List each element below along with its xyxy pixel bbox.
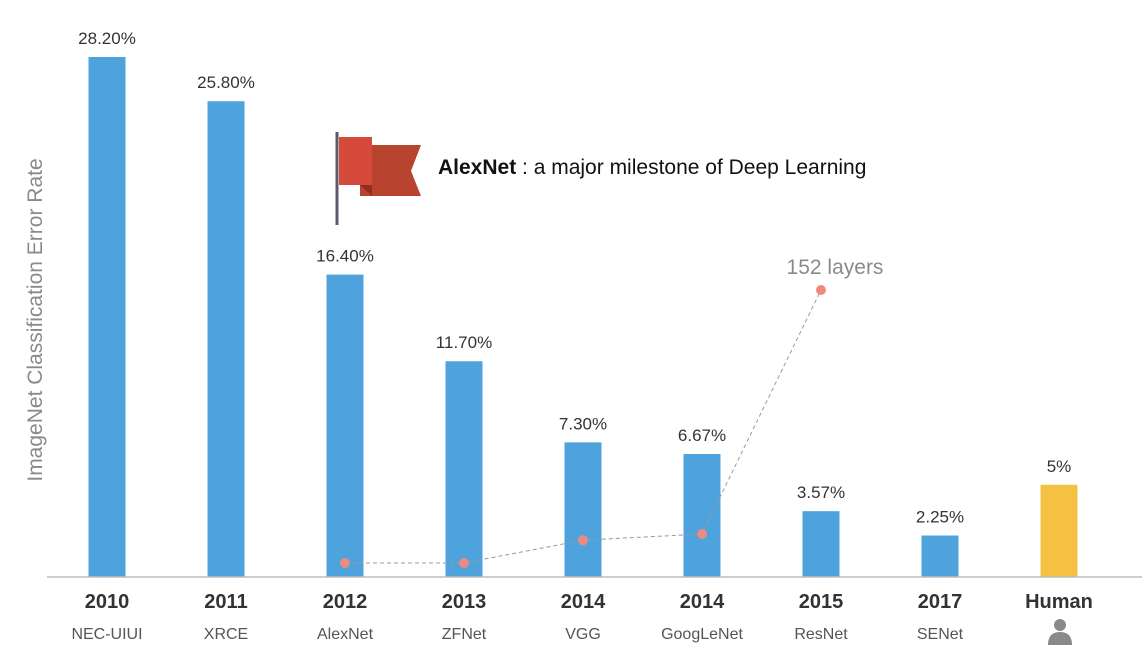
bar-5 xyxy=(683,454,721,577)
bar-3 xyxy=(445,361,483,577)
value-label-4: 7.30% xyxy=(559,414,607,433)
person-icon xyxy=(1048,619,1072,645)
year-label-0: 2010 xyxy=(85,591,130,613)
model-label-7: SENet xyxy=(917,626,964,643)
value-label-8: 5% xyxy=(1047,457,1072,476)
value-label-3: 11.70% xyxy=(436,333,492,352)
labels-group: 28.20% 2010 NEC-UIUI 25.80% 2011 XRCE 16.40% 20… xyxy=(71,29,1092,643)
model-label-3: ZFNet xyxy=(442,626,487,643)
model-label-1: XRCE xyxy=(204,626,248,643)
layer-point-3 xyxy=(697,529,707,539)
model-label-0: NEC-UIUI xyxy=(71,626,142,643)
y-axis-label: ImageNet Classification Error Rate xyxy=(24,158,47,481)
bar-0 xyxy=(88,56,126,577)
bar-8 xyxy=(1040,484,1078,577)
bar-6 xyxy=(802,511,840,577)
value-label-6: 3.57% xyxy=(797,483,845,502)
model-label-4: VGG xyxy=(565,626,601,643)
year-label-2: 2012 xyxy=(323,591,368,613)
model-label-6: ResNet xyxy=(794,626,848,643)
layers-series: 152 layers xyxy=(340,256,883,568)
bar-1 xyxy=(207,101,245,578)
value-label-5: 6.67% xyxy=(678,426,726,445)
year-label-3: 2013 xyxy=(442,591,487,613)
value-label-2: 16.40% xyxy=(316,247,374,266)
layer-point-2 xyxy=(578,535,588,546)
layer-point-0 xyxy=(340,558,350,568)
value-label-0: 28.20% xyxy=(78,29,136,48)
layer-point-4 xyxy=(816,285,826,295)
year-label-4: 2014 xyxy=(561,591,606,613)
milestone-annotation: AlexNet : a major milestone of Deep Lear… xyxy=(438,156,866,179)
model-label-2: AlexNet xyxy=(317,626,374,643)
year-label-1: 2011 xyxy=(204,591,247,613)
value-label-7: 2.25% xyxy=(916,508,964,527)
bar-2 xyxy=(326,274,364,577)
model-label-5: GoogLeNet xyxy=(661,626,743,643)
value-label-1: 25.80% xyxy=(197,73,255,92)
layers-annotation: 152 layers xyxy=(787,256,884,279)
flag-icon xyxy=(335,132,421,225)
year-label-8: Human xyxy=(1025,591,1093,613)
layer-point-1 xyxy=(459,558,469,568)
year-label-7: 2017 xyxy=(918,591,963,613)
year-label-6: 2015 xyxy=(799,591,844,613)
bar-7 xyxy=(921,535,959,577)
bar-4 xyxy=(564,442,602,577)
bars-group xyxy=(88,56,1078,578)
year-label-5: 2014 xyxy=(680,591,725,613)
